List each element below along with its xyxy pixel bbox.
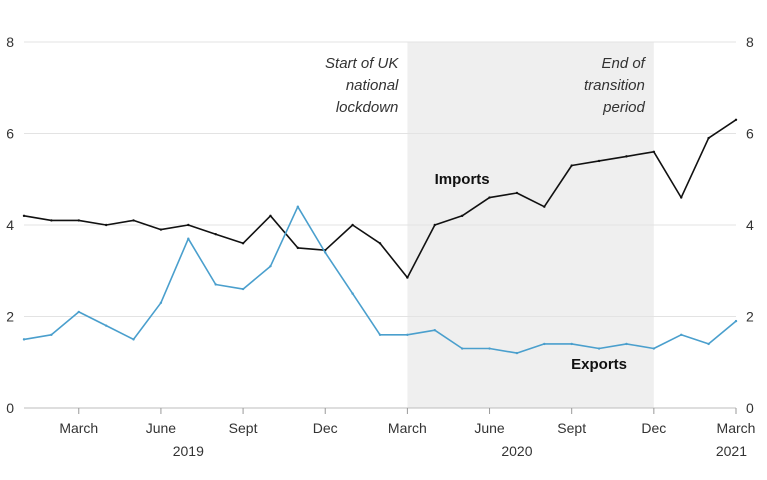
y-tick-label-right: 4	[746, 217, 754, 233]
y-tick-label-right: 8	[746, 34, 754, 50]
data-point-imports	[159, 228, 163, 231]
data-point-exports	[50, 333, 53, 336]
data-point-imports	[680, 196, 683, 199]
data-point-exports	[214, 283, 217, 286]
data-point-exports	[324, 251, 327, 254]
data-point-imports	[707, 136, 710, 140]
data-point-imports	[734, 118, 738, 121]
data-point-exports	[132, 338, 135, 341]
data-point-exports	[460, 347, 464, 350]
annotation-text: transition	[584, 77, 645, 94]
data-point-exports	[159, 301, 163, 304]
x-tick-label: March	[59, 420, 98, 436]
data-point-imports	[132, 219, 135, 222]
x-tick-label: March	[717, 420, 756, 436]
y-tick-label-left: 0	[6, 400, 14, 416]
data-point-exports	[543, 342, 546, 346]
y-tick-label-left: 2	[6, 309, 14, 325]
data-point-imports	[460, 214, 464, 218]
y-tick-label-left: 8	[6, 34, 14, 50]
data-point-imports	[543, 205, 546, 208]
data-point-imports	[378, 242, 382, 245]
data-point-exports	[269, 264, 272, 268]
data-point-imports	[597, 159, 601, 163]
data-point-exports	[597, 347, 601, 350]
data-point-imports	[77, 219, 80, 222]
data-point-imports	[241, 242, 245, 245]
data-point-imports	[351, 223, 354, 227]
year-label: 2019	[173, 443, 204, 459]
annotation-text: national	[346, 77, 399, 94]
data-point-imports	[104, 223, 108, 227]
series-label: Exports	[571, 356, 627, 373]
data-point-exports	[570, 342, 573, 346]
annotation-text: Start of UK	[325, 55, 399, 72]
data-point-exports	[515, 351, 519, 355]
data-point-exports	[77, 310, 80, 314]
x-tick-label: March	[388, 420, 427, 436]
y-tick-label-left: 6	[6, 126, 14, 142]
data-point-exports	[625, 342, 628, 346]
data-point-exports	[680, 333, 683, 336]
data-point-imports	[515, 191, 519, 195]
x-tick-label: Sept	[229, 420, 258, 436]
x-tick-label: June	[146, 420, 177, 436]
annotation-text: End of	[601, 55, 646, 72]
annotation-text: lockdown	[336, 99, 399, 116]
data-point-exports	[241, 287, 245, 291]
data-point-imports	[187, 223, 190, 227]
y-tick-label-right: 2	[746, 309, 754, 325]
data-point-exports	[104, 324, 108, 327]
data-point-exports	[707, 342, 710, 346]
data-point-exports	[488, 347, 491, 350]
data-point-exports	[378, 333, 382, 336]
data-point-imports	[652, 150, 656, 153]
data-point-exports	[351, 292, 354, 295]
y-tick-label-left: 4	[6, 217, 14, 233]
annotation-text: period	[602, 99, 645, 116]
series-label: Imports	[435, 171, 490, 188]
data-point-imports	[488, 196, 491, 199]
data-point-exports	[187, 237, 190, 240]
data-point-imports	[433, 223, 436, 227]
data-point-exports	[734, 319, 738, 323]
x-tick-label: Dec	[313, 420, 338, 436]
x-tick-label: June	[474, 420, 505, 436]
data-point-exports	[652, 347, 656, 350]
year-label: 2020	[501, 443, 532, 459]
data-point-imports	[570, 164, 573, 167]
y-tick-label-right: 6	[746, 126, 754, 142]
data-point-imports	[50, 219, 53, 222]
data-point-exports	[406, 333, 409, 336]
y-tick-label-right: 0	[746, 400, 754, 416]
data-point-imports	[406, 276, 409, 279]
x-tick-label: Dec	[641, 420, 666, 436]
data-point-imports	[269, 214, 272, 218]
year-label: 2021	[716, 443, 747, 459]
x-tick-label: Sept	[557, 420, 586, 436]
data-point-exports	[296, 205, 300, 208]
data-point-exports	[22, 338, 26, 341]
data-point-imports	[625, 155, 628, 158]
data-point-imports	[22, 214, 26, 218]
data-point-exports	[433, 329, 436, 332]
data-point-imports	[214, 232, 217, 236]
data-point-imports	[296, 246, 300, 250]
